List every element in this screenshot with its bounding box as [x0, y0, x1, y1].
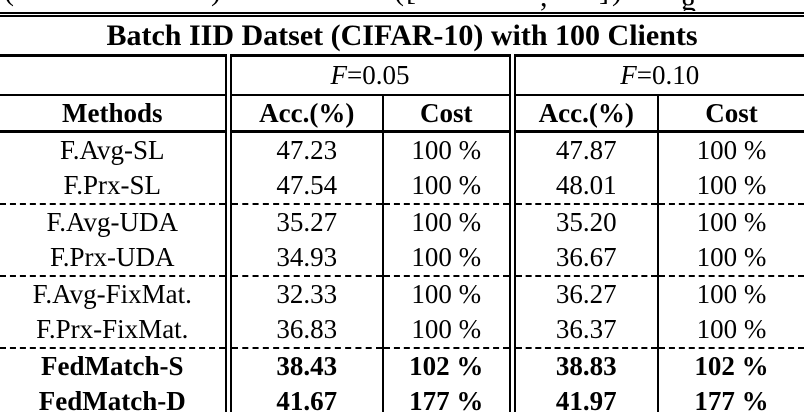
group-header-f010: F=0.10	[508, 55, 804, 96]
acc-value: 36.27	[508, 276, 658, 312]
method-name: F.Prx-SL	[0, 168, 228, 205]
cost-value: 100 %	[656, 168, 804, 205]
acc-value: 36.83	[224, 312, 383, 349]
cropped-glyph: [	[406, 0, 416, 6]
method-name: F.Avg-FixMat.	[32, 279, 192, 309]
method-name: F.Avg-SL	[59, 135, 165, 165]
acc-value: 47.54	[224, 168, 383, 205]
results-table: Batch IID Datset (CIFAR-10) with 100 Cli…	[0, 12, 804, 412]
table-title: Batch IID Datset (CIFAR-10) with 100 Cli…	[0, 12, 804, 57]
table-row: F.Prx-FixMat. 36.83 100 % 36.37 100 %	[0, 312, 804, 349]
acc-value: 34.93	[224, 240, 383, 277]
cost-value: 100 %	[656, 204, 804, 240]
acc-value: 35.27	[224, 204, 383, 240]
f-symbol: F	[620, 60, 637, 90]
cropped-glyph: g	[681, 0, 696, 11]
acc-value: 35.20	[508, 204, 658, 240]
table-row: F.Prx-SL 47.54 100 % 48.01 100 %	[0, 168, 804, 205]
group-header-row: F=0.05 F=0.10	[0, 55, 804, 96]
f-symbol: F	[330, 60, 348, 90]
acc-value: 36.67	[508, 240, 658, 277]
column-header-cost2: Cost	[656, 95, 804, 133]
table-row: F.Prx-UDA 34.93 100 % 36.67 100 %	[0, 240, 804, 277]
acc-value: 36.37	[508, 312, 658, 349]
table-row: F.Avg-UDA 35.27 100 % 35.20 100 %	[0, 204, 804, 240]
cropped-glyph: (	[394, 0, 404, 6]
acc-value: 48.01	[508, 168, 658, 205]
table-title-row: Batch IID Datset (CIFAR-10) with 100 Cli…	[0, 12, 804, 57]
cost-value: 100 %	[656, 312, 804, 349]
cropped-glyph: ,	[540, 0, 548, 11]
cost-value: 100 %	[656, 240, 804, 277]
column-header-methods: Methods	[0, 95, 228, 133]
cost-value: 100 %	[382, 204, 512, 240]
table-row: F.Avg-FixMat. 32.33 100 % 36.27 100 %	[0, 276, 804, 312]
table-row-fedmatch-s: FedMatch-S 38.43 102 % 38.83 102 %	[0, 348, 804, 384]
cropped-glyph: )	[211, 0, 221, 6]
method-name: F.Prx-UDA	[0, 240, 228, 277]
cropped-glyph: (	[4, 0, 14, 6]
cost-value: 100 %	[382, 131, 512, 168]
cost-value: 100 %	[382, 240, 512, 277]
acc-value: 38.43	[224, 348, 383, 384]
method-name: F.Avg-UDA	[46, 207, 179, 237]
method-name: F.Prx-FixMat.	[0, 312, 228, 349]
table-row: F.Avg-SL 47.23 100 % 47.87 100 %	[0, 131, 804, 168]
method-name: FedMatch-D	[0, 384, 228, 412]
acc-value: 47.87	[508, 131, 658, 168]
column-header-row: Methods Acc.(%) Cost Acc.(%) Cost	[0, 95, 804, 133]
cropped-glyph: )	[612, 0, 622, 6]
acc-value: 41.97	[508, 384, 658, 412]
acc-value: 38.83	[508, 348, 658, 384]
cost-value: 100 %	[382, 276, 512, 312]
cost-value: 102 %	[656, 348, 804, 384]
column-header-cost1: Cost	[382, 95, 512, 133]
group-header-f005: F=0.05	[224, 55, 512, 96]
column-header-acc2: Acc.(%)	[508, 95, 658, 133]
cost-value: 102 %	[382, 348, 512, 384]
cost-value: 100 %	[656, 276, 804, 312]
cost-value: 100 %	[382, 168, 512, 205]
method-name: FedMatch-S	[41, 351, 184, 381]
table-row-fedmatch-d: FedMatch-D 41.67 177 % 41.97 177 %	[0, 384, 804, 412]
acc-value: 32.33	[224, 276, 383, 312]
acc-value: 47.23	[224, 131, 383, 168]
column-header-acc1: Acc.(%)	[224, 95, 383, 133]
acc-value: 41.67	[224, 384, 383, 412]
cost-value: 100 %	[382, 312, 512, 349]
cost-value: 177 %	[382, 384, 512, 412]
f-value: =0.10	[636, 60, 700, 90]
cost-value: 177 %	[656, 384, 804, 412]
cost-value: 100 %	[656, 131, 804, 168]
f-value: =0.05	[347, 60, 410, 90]
empty-header-cell	[0, 55, 228, 96]
cropped-glyph: ]	[599, 0, 609, 6]
cropped-caption-line: ( ) ( [ , ] ) g	[0, 0, 804, 11]
